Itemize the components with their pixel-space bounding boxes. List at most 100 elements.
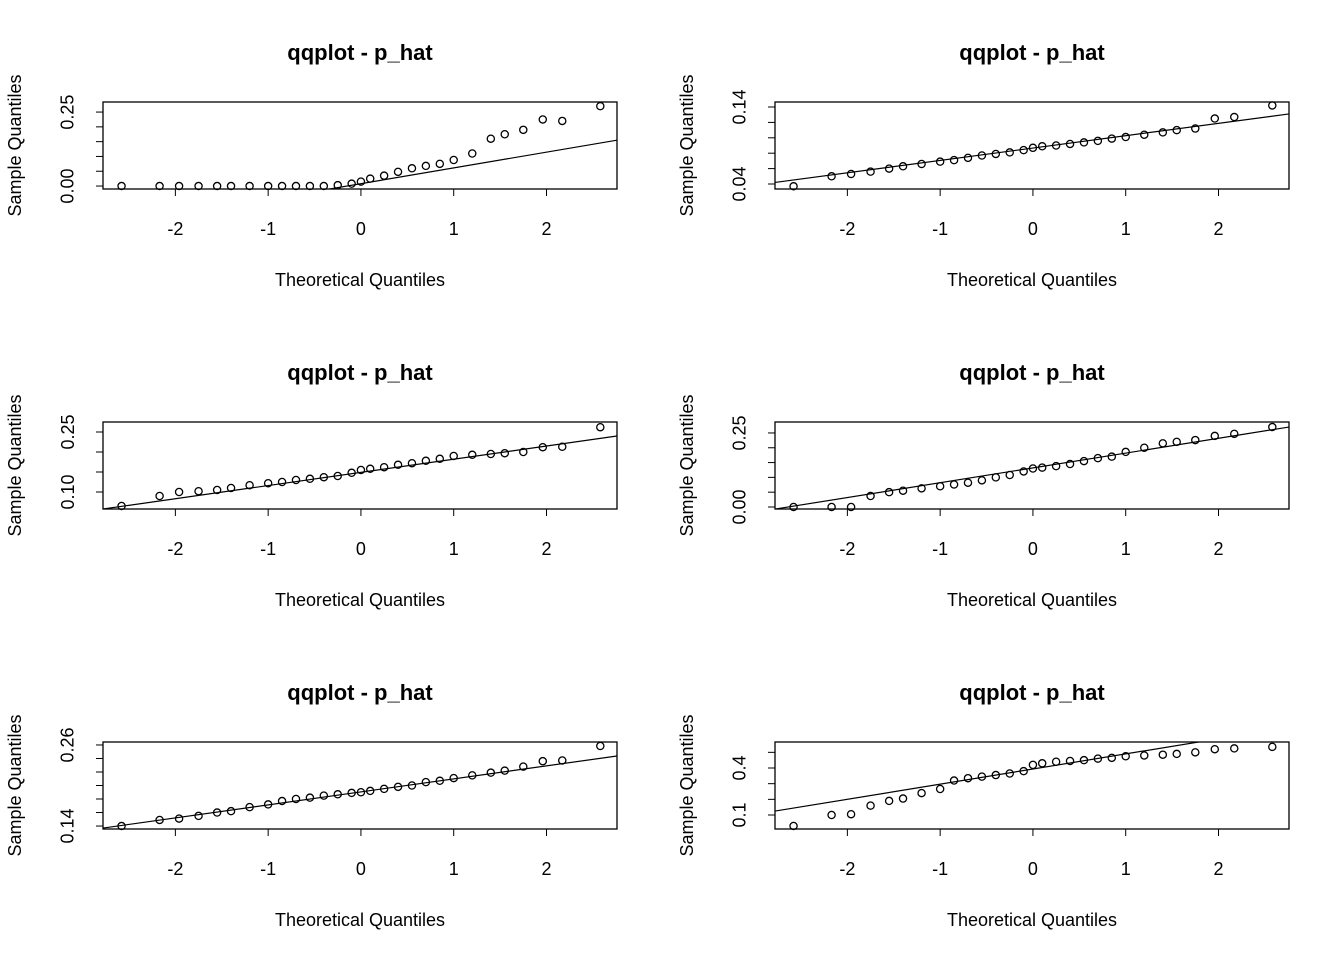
- data-point: [393, 167, 403, 177]
- x-axis-label: Theoretical Quantiles: [275, 910, 445, 930]
- data-point: [347, 468, 356, 478]
- data-point: [596, 422, 605, 432]
- data-point: [1191, 435, 1200, 445]
- data-point: [1079, 456, 1089, 466]
- y-tick-label: 0.25: [58, 414, 78, 449]
- data-point: [935, 784, 945, 794]
- data-point: [949, 480, 959, 489]
- data-point: [421, 777, 431, 787]
- data-point: [1051, 757, 1061, 766]
- data-point: [486, 768, 496, 777]
- data-point: [538, 756, 548, 766]
- data-point: [1028, 464, 1038, 473]
- data-point: [319, 791, 329, 800]
- data-point: [365, 464, 375, 474]
- x-axis-label: Theoretical Quantiles: [275, 590, 445, 610]
- data-point: [917, 788, 926, 798]
- data-point: [789, 182, 798, 191]
- data-point: [917, 159, 926, 169]
- data-point: [319, 472, 329, 482]
- data-point: [500, 766, 509, 775]
- data-point: [1172, 749, 1181, 759]
- y-axis-label: Sample Quantiles: [5, 394, 25, 536]
- data-point: [977, 151, 987, 160]
- qq-reference-line: [775, 742, 1203, 812]
- data-point: [449, 155, 458, 165]
- data-point: [1065, 139, 1075, 149]
- data-point: [365, 174, 375, 183]
- data-point: [1019, 766, 1028, 776]
- data-point: [866, 491, 875, 501]
- data-point: [866, 167, 875, 176]
- data-point: [379, 784, 389, 794]
- data-point: [421, 456, 431, 466]
- data-point: [226, 806, 236, 816]
- data-point: [1210, 744, 1220, 754]
- x-tick-label: 2: [1213, 539, 1223, 559]
- plot-box: [102, 421, 618, 510]
- qq-reference-line: [325, 139, 617, 189]
- x-tick-label: 1: [449, 539, 459, 559]
- qq-reference-line: [103, 755, 617, 829]
- data-point: [500, 448, 509, 458]
- x-tick-label: -1: [932, 219, 948, 239]
- data-point: [827, 502, 836, 512]
- data-point: [1191, 748, 1200, 757]
- data-point: [558, 756, 567, 765]
- data-point: [949, 155, 959, 165]
- data-point: [1121, 132, 1130, 142]
- data-point: [884, 487, 894, 497]
- data-point: [305, 793, 315, 802]
- data-point: [356, 465, 366, 475]
- data-point: [1051, 141, 1061, 150]
- data-point: [1107, 753, 1117, 763]
- data-point: [347, 788, 356, 798]
- data-point: [1037, 463, 1047, 472]
- data-point: [486, 449, 496, 459]
- data-point: [1028, 143, 1038, 153]
- data-point: [1210, 431, 1220, 441]
- data-point: [379, 171, 389, 180]
- data-point: [291, 475, 301, 485]
- data-point: [194, 486, 203, 496]
- data-point: [977, 476, 987, 485]
- y-tick-label: 0.14: [730, 89, 750, 124]
- data-point: [963, 153, 973, 163]
- x-tick-label: -1: [260, 859, 276, 879]
- x-tick-label: 2: [541, 859, 551, 879]
- data-point: [245, 802, 254, 812]
- data-point: [1172, 125, 1181, 135]
- data-point: [500, 130, 509, 139]
- data-point: [1019, 145, 1028, 155]
- data-point: [486, 134, 496, 143]
- data-point: [407, 458, 417, 468]
- plot-box: [774, 421, 1290, 510]
- x-tick-label: 0: [356, 859, 366, 879]
- data-point: [1158, 750, 1168, 759]
- data-point: [212, 808, 222, 817]
- y-tick-label: 0.26: [58, 727, 78, 762]
- data-point: [1037, 142, 1047, 151]
- data-point: [1065, 459, 1075, 469]
- data-point: [1107, 134, 1117, 143]
- data-point: [1107, 452, 1117, 461]
- data-point: [1158, 128, 1168, 137]
- data-point: [538, 115, 548, 124]
- data-point: [1019, 467, 1028, 476]
- data-point: [963, 773, 973, 783]
- data-point: [519, 762, 528, 771]
- data-point: [356, 177, 366, 186]
- data-point: [827, 810, 836, 820]
- x-tick-label: 2: [541, 539, 551, 559]
- plot-box: [102, 741, 618, 830]
- x-axis-label: Theoretical Quantiles: [275, 270, 445, 290]
- y-tick-label: 0.4: [730, 755, 750, 780]
- plot-box: [774, 741, 1290, 830]
- plot-box: [774, 101, 1290, 190]
- data-point: [1028, 760, 1038, 770]
- x-tick-label: 0: [1028, 859, 1038, 879]
- data-point: [884, 164, 894, 173]
- y-tick-label: 0.00: [58, 169, 78, 204]
- data-point: [558, 442, 567, 452]
